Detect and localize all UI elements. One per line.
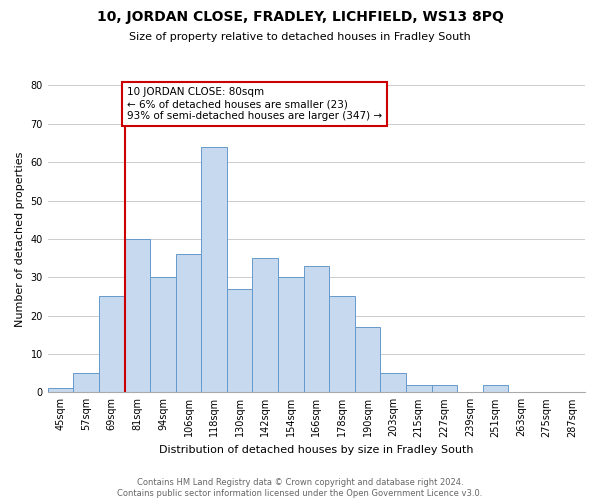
Bar (150, 278, 176, 392)
Bar (380, 373, 406, 392)
X-axis label: Distribution of detached houses by size in Fradley South: Distribution of detached houses by size … (159, 445, 473, 455)
Bar (482, 384, 508, 392)
Bar (355, 327, 380, 392)
Bar (278, 278, 304, 392)
Bar (431, 384, 457, 392)
Bar (73, 373, 99, 392)
Text: 10 JORDAN CLOSE: 80sqm
← 6% of detached houses are smaller (23)
93% of semi-deta: 10 JORDAN CLOSE: 80sqm ← 6% of detached … (127, 88, 382, 120)
Bar (48, 388, 73, 392)
Bar (201, 147, 227, 392)
Bar (227, 289, 253, 393)
Bar (406, 384, 431, 392)
Bar (176, 254, 201, 392)
Text: Contains HM Land Registry data © Crown copyright and database right 2024.
Contai: Contains HM Land Registry data © Crown c… (118, 478, 482, 498)
Text: 10, JORDAN CLOSE, FRADLEY, LICHFIELD, WS13 8PQ: 10, JORDAN CLOSE, FRADLEY, LICHFIELD, WS… (97, 10, 503, 24)
Bar (304, 266, 329, 392)
Bar (125, 239, 150, 392)
Bar (99, 296, 125, 392)
Y-axis label: Number of detached properties: Number of detached properties (15, 151, 25, 326)
Bar (253, 258, 278, 392)
Text: Size of property relative to detached houses in Fradley South: Size of property relative to detached ho… (129, 32, 471, 42)
Bar (329, 296, 355, 392)
